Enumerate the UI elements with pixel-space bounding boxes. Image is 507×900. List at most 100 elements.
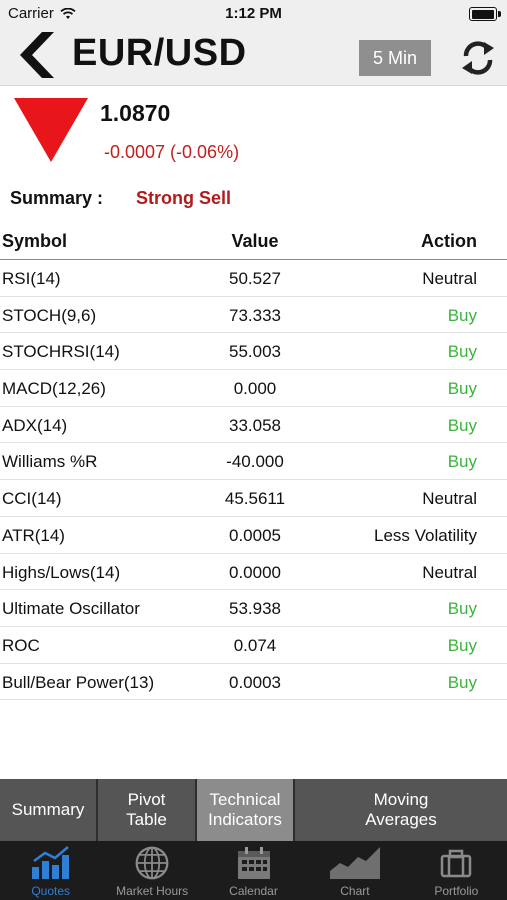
refresh-button[interactable] bbox=[458, 38, 498, 78]
globe-icon bbox=[135, 846, 169, 880]
row-action: Buy bbox=[447, 672, 477, 692]
row-symbol: STOCH(9,6) bbox=[2, 305, 97, 325]
segment-pivot-table[interactable]: Pivot Table bbox=[98, 779, 197, 841]
row-symbol: ATR(14) bbox=[2, 525, 65, 545]
row-symbol: ADX(14) bbox=[2, 415, 68, 435]
nav-header: EUR/USD 5 Min bbox=[0, 28, 507, 86]
row-symbol: MACD(12,26) bbox=[2, 379, 106, 399]
row-action: Less Volatility bbox=[374, 525, 477, 545]
row-value: 53.938 bbox=[229, 599, 281, 619]
table-row: STOCHRSI(14) 55.003 Buy bbox=[0, 333, 507, 371]
wifi-icon bbox=[60, 7, 76, 19]
segment-pivot-line2: Table bbox=[126, 810, 167, 829]
tab-quotes[interactable]: Quotes bbox=[0, 841, 101, 900]
row-symbol: STOCHRSI(14) bbox=[2, 342, 120, 362]
table-row: RSI(14) 50.527 Neutral bbox=[0, 260, 507, 297]
row-action: Buy bbox=[447, 599, 477, 619]
header-value: Value bbox=[231, 231, 279, 251]
table-row: ROC 0.074 Buy bbox=[0, 627, 507, 664]
tab-bar: Quotes Market Hours bbox=[0, 841, 507, 900]
row-value: 73.333 bbox=[229, 305, 281, 325]
tab-calendar-label: Calendar bbox=[229, 884, 278, 898]
table-row: MACD(12,26) 0.000 Buy bbox=[0, 370, 507, 407]
row-value: 50.527 bbox=[229, 269, 281, 288]
segment-technical-indicators[interactable]: Technical Indicators bbox=[197, 779, 295, 841]
header-symbol: Symbol bbox=[2, 231, 68, 251]
row-value: -40.000 bbox=[226, 452, 284, 472]
tab-market-hours-label: Market Hours bbox=[116, 884, 189, 898]
row-action: Buy bbox=[447, 635, 477, 655]
table-row: ADX(14) 33.058 Buy bbox=[0, 407, 507, 444]
row-symbol: ROC bbox=[2, 635, 40, 655]
tab-calendar[interactable]: Calendar bbox=[203, 841, 304, 900]
row-action: Neutral bbox=[422, 562, 477, 582]
table-row: CCI(14) 45.5611 Neutral bbox=[0, 480, 507, 517]
row-symbol: CCI(14) bbox=[2, 489, 62, 509]
table-row: STOCH(9,6) 73.333 Buy bbox=[0, 297, 507, 334]
segment-moving-line1: Moving bbox=[373, 790, 429, 809]
tab-market-hours[interactable]: Market Hours bbox=[101, 841, 202, 900]
row-symbol: RSI(14) bbox=[2, 269, 61, 288]
tab-portfolio-label: Portfolio bbox=[434, 884, 479, 898]
tab-portfolio[interactable]: Portfolio bbox=[406, 841, 507, 900]
row-action: Neutral bbox=[422, 269, 477, 288]
row-action: Buy bbox=[447, 415, 477, 435]
segment-pivot-line1: Pivot bbox=[127, 790, 166, 809]
quote-change: -0.0007 (-0.06%) bbox=[104, 142, 240, 162]
header-action: Action bbox=[421, 231, 477, 251]
row-value: 0.0000 bbox=[229, 562, 281, 582]
status-time: 1:12 PM bbox=[225, 5, 282, 22]
table-row: ATR(14) 0.0005 Less Volatility bbox=[0, 517, 507, 554]
bar-chart-icon bbox=[31, 846, 69, 879]
table-row: Highs/Lows(14) 0.0000 Neutral bbox=[0, 554, 507, 591]
row-value: 55.003 bbox=[229, 342, 281, 362]
indicators-table: Symbol Value Action RSI(14) 50.527 Neutral… bbox=[0, 222, 507, 701]
page-title: EUR/USD bbox=[72, 32, 247, 74]
row-symbol: Williams %R bbox=[2, 452, 98, 472]
tab-chart[interactable]: Chart bbox=[304, 841, 405, 900]
row-symbol: Bull/Bear Power(13) bbox=[2, 672, 155, 692]
segment-summary[interactable]: Summary bbox=[0, 779, 98, 841]
carrier-info: Carrier bbox=[8, 5, 76, 22]
battery-icon bbox=[469, 7, 501, 21]
carrier-label: Carrier bbox=[8, 5, 54, 22]
segment-technical-line1: Technical bbox=[209, 790, 281, 809]
row-value: 0.0005 bbox=[229, 525, 281, 545]
row-symbol: Ultimate Oscillator bbox=[2, 599, 140, 619]
chevron-left-icon bbox=[20, 32, 54, 78]
segment-summary-label: Summary bbox=[11, 800, 85, 819]
down-arrow-icon bbox=[14, 98, 88, 162]
interval-button[interactable]: 5 Min bbox=[359, 40, 431, 76]
table-row: Williams %R -40.000 Buy bbox=[0, 443, 507, 481]
row-action: Buy bbox=[447, 452, 477, 472]
tab-chart-label: Chart bbox=[340, 884, 370, 898]
back-button[interactable] bbox=[14, 30, 58, 80]
quote-price: 1.0870 bbox=[100, 100, 171, 126]
segment-technical-line2: Indicators bbox=[208, 810, 282, 829]
row-action: Buy bbox=[447, 305, 477, 325]
table-row: Bull/Bear Power(13) 0.0003 Buy bbox=[0, 664, 507, 701]
row-value: 0.0003 bbox=[229, 672, 281, 692]
row-action: Neutral bbox=[422, 489, 477, 509]
row-action: Buy bbox=[447, 379, 477, 399]
row-value: 45.5611 bbox=[224, 489, 286, 509]
row-value: 33.058 bbox=[229, 415, 281, 435]
segment-moving-line2: Averages bbox=[365, 810, 437, 829]
area-chart-icon bbox=[329, 847, 380, 879]
summary-value: Strong Sell bbox=[136, 188, 232, 208]
table-row: Ultimate Oscillator 53.938 Buy bbox=[0, 590, 507, 627]
row-symbol: Highs/Lows(14) bbox=[2, 562, 121, 582]
tab-quotes-label: Quotes bbox=[31, 884, 71, 898]
status-bar: Carrier 1:12 PM bbox=[0, 0, 507, 28]
refresh-icon bbox=[462, 41, 494, 75]
summary-label: Summary : bbox=[10, 188, 104, 208]
summary-row: Summary : Strong Sell bbox=[10, 188, 231, 209]
briefcase-icon bbox=[441, 849, 472, 878]
segment-moving-averages[interactable]: Moving Averages bbox=[295, 779, 507, 841]
row-action: Buy bbox=[447, 342, 477, 362]
quote-panel: 1.0870 -0.0007 (-0.06%) bbox=[0, 86, 507, 186]
calendar-icon bbox=[237, 847, 270, 879]
row-value: 0.074 bbox=[233, 635, 277, 655]
table-header: Symbol Value Action bbox=[0, 222, 507, 260]
